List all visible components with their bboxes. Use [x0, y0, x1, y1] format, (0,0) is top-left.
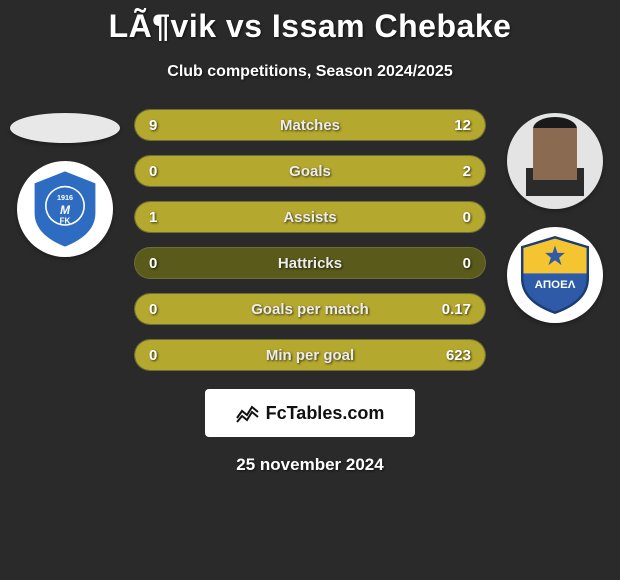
stat-label: Goals per match	[251, 301, 369, 318]
footer-date: 25 november 2024	[0, 455, 620, 475]
svg-text:M: M	[60, 203, 71, 217]
stat-value-left: 1	[149, 209, 157, 226]
content-row: 1916 M FK 9 Matches 12 0 Goals 2 1 Assists 0 0 Hat…	[0, 109, 620, 371]
stat-row: 1 Assists 0	[134, 201, 486, 233]
stat-value-left: 9	[149, 117, 157, 134]
stat-value-right: 623	[446, 347, 471, 364]
comparison-card: LÃ¶vik vs Issam Chebake Club competition…	[0, 0, 620, 580]
stat-value-left: 0	[149, 255, 157, 272]
molde-fk-icon: 1916 M FK	[25, 169, 105, 249]
stat-value-left: 0	[149, 163, 157, 180]
stat-value-right: 0	[463, 209, 471, 226]
stat-row: 0 Hattricks 0	[134, 247, 486, 279]
right-player-photo	[507, 113, 603, 209]
subtitle: Club competitions, Season 2024/2025	[0, 63, 620, 81]
stat-value-left: 0	[149, 347, 157, 364]
svg-text:FK: FK	[60, 216, 71, 225]
stat-row: 0 Min per goal 623	[134, 339, 486, 371]
stat-row: 0 Goals per match 0.17	[134, 293, 486, 325]
right-club-badge: ΑΠΟΕΛ	[507, 227, 603, 323]
stat-value-right: 2	[463, 163, 471, 180]
apoel-icon: ΑΠΟΕΛ	[514, 234, 596, 316]
stat-value-right: 0.17	[442, 301, 471, 318]
stat-label: Goals	[289, 163, 331, 180]
stat-label: Min per goal	[266, 347, 354, 364]
stat-label: Matches	[280, 117, 340, 134]
player-silhouette-icon	[526, 126, 584, 196]
page-title: LÃ¶vik vs Issam Chebake	[0, 8, 620, 45]
stat-value-right: 0	[463, 255, 471, 272]
player-placeholder-icon	[10, 113, 120, 143]
fctables-logo-icon	[236, 403, 260, 423]
stat-row: 0 Goals 2	[134, 155, 486, 187]
right-badges-column: ΑΠΟΕΛ	[490, 109, 620, 323]
branding-text: FcTables.com	[266, 403, 385, 424]
stat-value-left: 0	[149, 301, 157, 318]
stats-list: 9 Matches 12 0 Goals 2 1 Assists 0 0 Hattricks 0 0 Go…	[130, 109, 490, 371]
svg-text:ΑΠΟΕΛ: ΑΠΟΕΛ	[535, 279, 576, 291]
branding-badge[interactable]: FcTables.com	[205, 389, 415, 437]
stat-row: 9 Matches 12	[134, 109, 486, 141]
left-club-badge: 1916 M FK	[17, 161, 113, 257]
stat-value-right: 12	[454, 117, 471, 134]
stat-label: Assists	[283, 209, 336, 226]
svg-text:1916: 1916	[57, 193, 73, 202]
stat-label: Hattricks	[278, 255, 342, 272]
left-badges-column: 1916 M FK	[0, 109, 130, 257]
